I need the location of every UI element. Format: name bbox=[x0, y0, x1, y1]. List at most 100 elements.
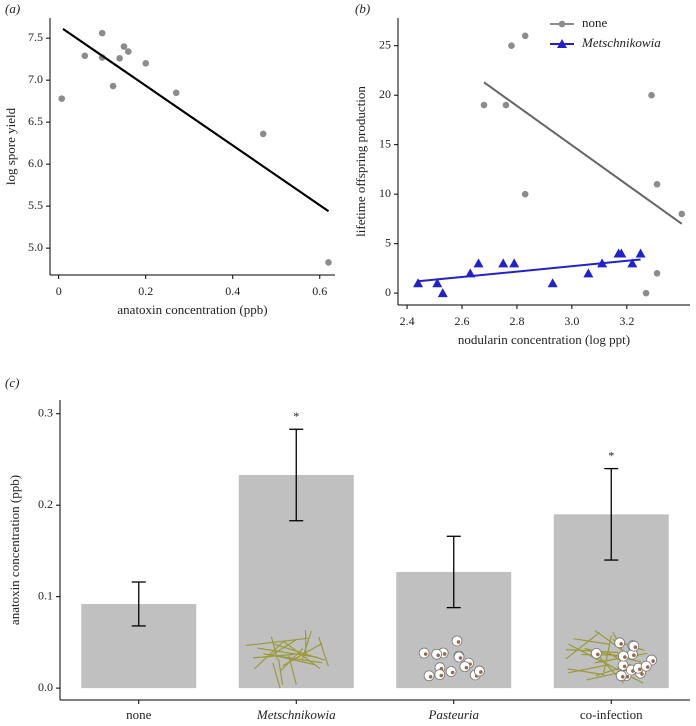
parasite-icon bbox=[453, 651, 465, 663]
regression-line bbox=[62, 28, 330, 212]
parasite-icon bbox=[628, 640, 640, 652]
x-tick-label: 0.4 bbox=[225, 284, 240, 298]
parasite-icon bbox=[445, 666, 457, 677]
y-tick-label: 6.5 bbox=[28, 114, 43, 128]
x-axis-label: anatoxin concentration (ppb) bbox=[117, 302, 267, 317]
point bbox=[635, 248, 646, 258]
point bbox=[116, 55, 123, 62]
point bbox=[58, 95, 66, 102]
point bbox=[653, 180, 661, 188]
parasite-icon bbox=[270, 636, 278, 660]
parasite-icon bbox=[620, 674, 625, 679]
point bbox=[648, 91, 655, 99]
point bbox=[597, 258, 608, 268]
x-tick-label: Pasteuria bbox=[427, 707, 479, 722]
point bbox=[508, 42, 515, 50]
y-tick-label: 0.3 bbox=[38, 405, 53, 419]
panel-label: (a) bbox=[5, 1, 20, 16]
x-tick-label: 2.4 bbox=[400, 314, 415, 328]
parasite-icon bbox=[619, 642, 623, 646]
point bbox=[172, 89, 180, 97]
point bbox=[678, 210, 686, 218]
parasite-icon bbox=[617, 650, 629, 662]
parasite-icon bbox=[565, 631, 600, 660]
y-tick-label: 5.0 bbox=[28, 240, 43, 254]
panel-label: (c) bbox=[5, 375, 19, 390]
parasite-icon bbox=[464, 665, 469, 670]
parasite-icon bbox=[451, 635, 463, 647]
parasite-icon bbox=[450, 670, 455, 675]
x-tick-label: Metschnikowia bbox=[256, 707, 336, 722]
parasite-icon bbox=[436, 653, 440, 658]
point bbox=[616, 248, 627, 258]
parasite-icon bbox=[632, 653, 636, 658]
point bbox=[81, 52, 89, 60]
parasite-icon bbox=[418, 647, 430, 659]
point bbox=[547, 278, 558, 288]
y-tick-label: 0.0 bbox=[38, 680, 53, 694]
parasite-icon bbox=[615, 670, 627, 682]
point bbox=[473, 258, 484, 268]
x-tick-label: 0.2 bbox=[138, 284, 153, 298]
parasite-icon bbox=[423, 652, 428, 656]
y-tick-label: 0.1 bbox=[38, 588, 53, 602]
parasite-icon bbox=[254, 640, 285, 670]
point bbox=[642, 289, 650, 297]
parasite-icon bbox=[459, 661, 471, 673]
point bbox=[259, 130, 267, 138]
parasite-icon bbox=[439, 673, 444, 678]
point bbox=[480, 101, 488, 109]
parasite-icon bbox=[651, 659, 655, 663]
parasite-icon bbox=[282, 642, 323, 667]
point bbox=[125, 48, 132, 55]
point bbox=[653, 270, 661, 277]
regression-line bbox=[483, 81, 683, 225]
point bbox=[142, 60, 150, 67]
point bbox=[627, 258, 638, 268]
parasite-icon bbox=[633, 645, 638, 649]
parasite-icon bbox=[428, 674, 433, 679]
y-tick-label: 25 bbox=[379, 37, 391, 51]
point bbox=[521, 32, 529, 40]
x-tick-label: 3.0 bbox=[564, 314, 579, 328]
parasite-icon bbox=[257, 647, 318, 658]
parasite-icon bbox=[640, 660, 652, 672]
y-tick-label: 20 bbox=[379, 87, 391, 101]
panel-label: (b) bbox=[355, 1, 370, 16]
parasite-icon bbox=[567, 668, 605, 676]
y-axis-label: log spore yield bbox=[3, 107, 18, 185]
y-tick-label: 0.2 bbox=[38, 497, 53, 511]
parasite-icon bbox=[442, 652, 447, 656]
parasite-icon bbox=[456, 640, 461, 644]
point bbox=[98, 29, 106, 37]
parasite-icon bbox=[252, 653, 294, 659]
y-axis-label: anatoxin concentration (ppb) bbox=[7, 475, 22, 625]
y-tick-label: 7.0 bbox=[28, 72, 43, 86]
legend-marker bbox=[558, 20, 566, 28]
point bbox=[325, 259, 332, 266]
y-tick-label: 7.5 bbox=[28, 30, 43, 44]
x-tick-label: 0 bbox=[56, 284, 62, 298]
parasite-icon bbox=[640, 672, 644, 676]
point bbox=[583, 268, 594, 278]
parasite-icon bbox=[458, 656, 463, 660]
x-tick-label: 3.2 bbox=[619, 314, 634, 328]
y-tick-label: 5 bbox=[385, 235, 391, 249]
parasite-icon bbox=[637, 667, 642, 672]
parasite-icon bbox=[431, 648, 443, 660]
y-tick-label: 5.5 bbox=[28, 198, 43, 212]
parasite-icon bbox=[288, 655, 297, 685]
legend-label: none bbox=[582, 15, 608, 30]
point bbox=[521, 190, 529, 198]
significance-label: * bbox=[293, 409, 299, 423]
x-tick-label: none bbox=[126, 707, 152, 722]
x-tick-label: 0.6 bbox=[312, 284, 327, 298]
parasite-icon bbox=[614, 637, 626, 649]
parasite-icon bbox=[318, 636, 329, 667]
y-tick-label: 6.0 bbox=[28, 156, 43, 170]
parasite-icon bbox=[590, 647, 602, 659]
parasite-icon bbox=[272, 662, 281, 689]
parasite-icon bbox=[623, 655, 627, 659]
parasite-icon bbox=[423, 670, 435, 682]
